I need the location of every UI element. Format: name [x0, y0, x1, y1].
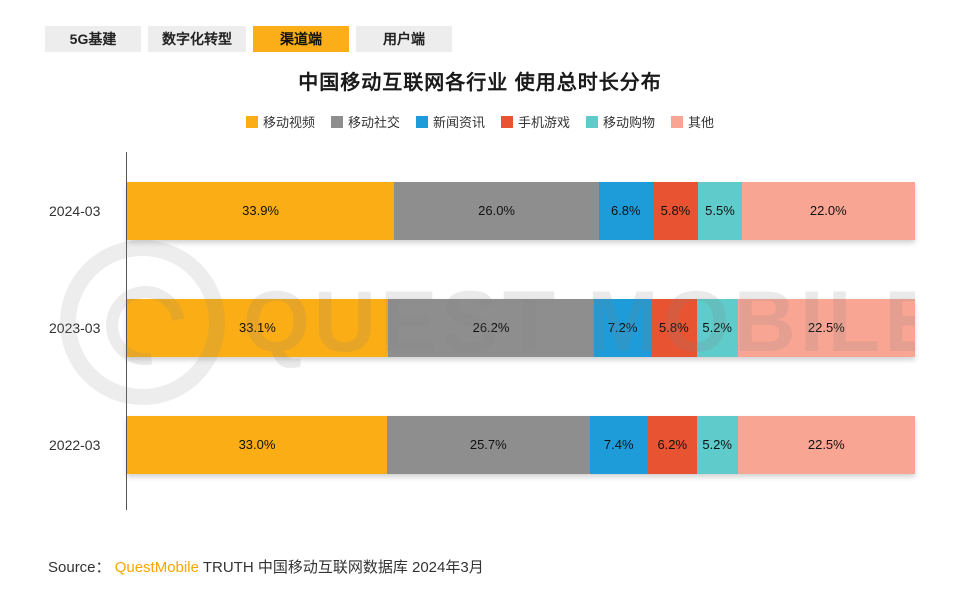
legend-label: 手机游戏	[518, 115, 571, 130]
bar-segment-移动社交: 26.0%	[394, 181, 599, 240]
bar-segment-其他: 22.0%	[741, 181, 915, 240]
segment-value-label: 22.5%	[807, 320, 845, 335]
segment-value-label: 22.0%	[809, 203, 847, 218]
segment-value-label: 22.5%	[807, 437, 845, 452]
y-axis-line	[126, 152, 127, 510]
tab-3[interactable]: 用户端	[356, 26, 452, 52]
bar-segment-新闻资讯: 6.8%	[599, 181, 653, 240]
bar-segment-移动社交: 25.7%	[387, 415, 590, 474]
legend-label: 移动社交	[347, 115, 400, 130]
legend-swatch-icon	[501, 115, 513, 128]
segment-value-label: 5.2%	[702, 437, 732, 452]
bar-segment-移动购物: 5.2%	[696, 415, 738, 474]
chart-row-2024-03: 2024-03 33.9% 26.0% 6.8% 5.8% 5.5% 22.0%	[45, 152, 915, 269]
bar-track: 33.0% 25.7% 7.4% 6.2% 5.2% 22.5%	[127, 415, 915, 474]
bar-segment-移动视频: 33.1%	[127, 298, 388, 357]
chart-legend: 移动视频 移动社交 新闻资讯 手机游戏 移动购物 其他	[0, 112, 960, 131]
legend-label: 移动购物	[603, 115, 656, 130]
tab-1[interactable]: 数字化转型	[148, 26, 246, 52]
tab-bar: 5G基建 数字化转型 渠道端 用户端	[45, 26, 452, 52]
segment-value-label: 5.2%	[702, 320, 732, 335]
legend-item-4: 移动购物	[586, 112, 655, 131]
tab-2[interactable]: 渠道端	[253, 26, 349, 52]
legend-item-0: 移动视频	[245, 112, 315, 131]
source-brand: QuestMobile	[114, 559, 199, 576]
legend-swatch-icon	[245, 115, 258, 128]
segment-value-label: 33.9%	[242, 203, 279, 218]
segment-value-label: 6.8%	[610, 203, 641, 218]
legend-item-5: 其他	[671, 112, 714, 131]
bar-segment-手机游戏: 6.2%	[647, 415, 697, 474]
stacked-bar-chart: 2024-03 33.9% 26.0% 6.8% 5.8% 5.5% 22.0% 2023-0…	[45, 152, 915, 510]
bar-track: 33.9% 26.0% 6.8% 5.8% 5.5% 22.0%	[127, 181, 915, 240]
segment-value-label: 5.8%	[660, 203, 691, 218]
segment-value-label: 7.2%	[607, 320, 638, 335]
legend-swatch-icon	[671, 115, 684, 128]
chart-row-2023-03: 2023-03 33.1% 26.2% 7.2% 5.8% 5.2% 22.5%	[45, 269, 915, 386]
legend-swatch-icon	[586, 115, 599, 128]
legend-label: 新闻资讯	[432, 115, 485, 130]
bar-segment-移动购物: 5.5%	[698, 181, 742, 240]
segment-value-label: 7.4%	[603, 437, 634, 452]
segment-value-label: 33.1%	[238, 320, 276, 335]
chart-rows: 2024-03 33.9% 26.0% 6.8% 5.8% 5.5% 22.0% 2023-0…	[45, 152, 915, 510]
legend-item-1: 移动社交	[330, 112, 400, 131]
segment-value-label: 5.5%	[705, 203, 735, 218]
legend-label: 其他	[688, 115, 715, 130]
segment-value-label: 25.7%	[469, 437, 507, 452]
bar-segment-移动视频: 33.0%	[127, 415, 388, 474]
legend-swatch-icon	[415, 115, 428, 128]
bar-segment-移动社交: 26.2%	[387, 298, 595, 357]
legend-label: 移动视频	[262, 115, 315, 130]
segment-value-label: 33.0%	[238, 437, 276, 452]
segment-value-label: 5.8%	[659, 320, 689, 335]
source-prefix: Source：	[48, 559, 111, 576]
legend-item-2: 新闻资讯	[415, 112, 485, 131]
legend-swatch-icon	[330, 115, 343, 128]
source-line: Source： QuestMobile TRUTH 中国移动互联网数据库 202…	[48, 556, 484, 577]
segment-value-label: 26.0%	[478, 203, 515, 218]
bar-segment-移动购物: 5.2%	[696, 298, 738, 357]
bar-segment-手机游戏: 5.8%	[651, 298, 697, 357]
row-label: 2022-03	[49, 436, 101, 453]
chart-row-2022-03: 2022-03 33.0% 25.7% 7.4% 6.2% 5.2% 22.5%	[45, 386, 915, 503]
bar-segment-其他: 22.5%	[737, 415, 915, 474]
bar-segment-手机游戏: 5.8%	[652, 181, 699, 240]
row-label: 2024-03	[49, 202, 101, 219]
bar-segment-移动视频: 33.9%	[127, 181, 395, 240]
legend-item-3: 手机游戏	[501, 112, 570, 131]
segment-value-label: 6.2%	[657, 437, 688, 452]
bar-segment-新闻资讯: 7.2%	[594, 298, 651, 357]
row-label: 2023-03	[49, 319, 101, 336]
segment-value-label: 26.2%	[472, 320, 510, 335]
tab-0[interactable]: 5G基建	[45, 26, 141, 52]
source-rest: TRUTH 中国移动互联网数据库 2024年3月	[202, 559, 484, 576]
bar-segment-新闻资讯: 7.4%	[589, 415, 648, 474]
chart-title: 中国移动互联网各行业 使用总时长分布	[298, 72, 662, 94]
bar-track: 33.1% 26.2% 7.2% 5.8% 5.2% 22.5%	[127, 298, 915, 357]
bar-segment-其他: 22.5%	[737, 298, 915, 357]
